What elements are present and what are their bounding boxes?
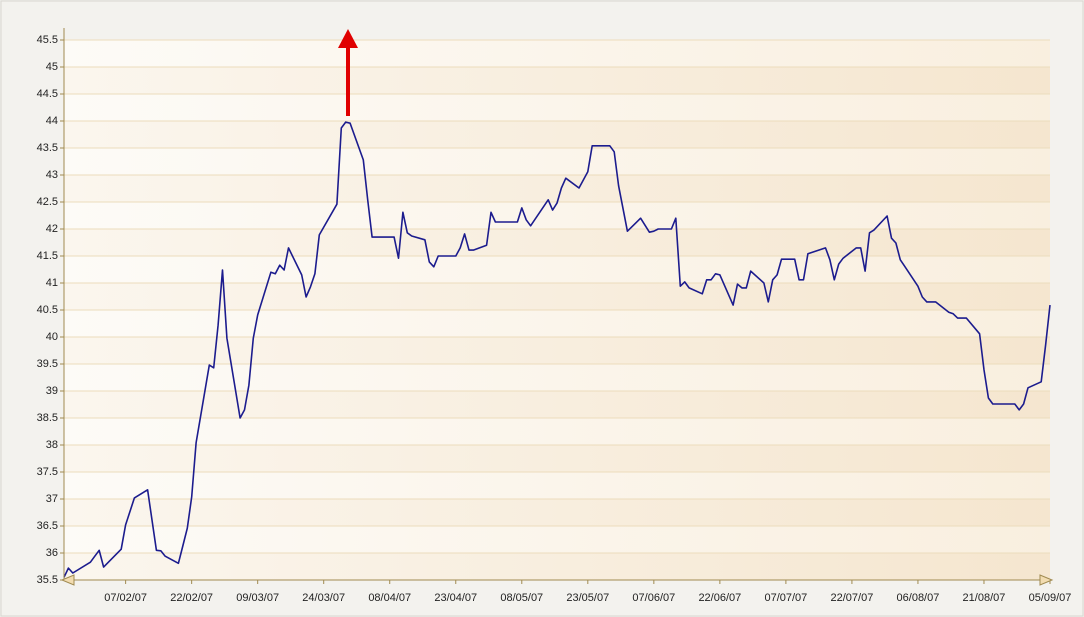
y-tick-label: 41.5 (37, 250, 58, 262)
price-line (63, 121, 1051, 578)
y-tick-label: 36.5 (37, 520, 58, 532)
y-tick-label: 38.5 (37, 412, 58, 424)
plot-band (64, 283, 1050, 310)
y-tick-label: 41 (46, 277, 58, 289)
x-tick-label: 21/08/07 (963, 592, 1006, 604)
plot-band (64, 391, 1050, 418)
plot-band (64, 445, 1050, 472)
x-tick-label: 23/04/07 (434, 592, 477, 604)
y-tick-label: 40 (46, 331, 58, 343)
plot-band (64, 472, 1050, 499)
x-tick-label: 22/02/07 (170, 592, 213, 604)
y-tick-label: 38 (46, 439, 58, 451)
plot-band (64, 67, 1050, 94)
plot-band (64, 40, 1050, 67)
plot-band (64, 94, 1050, 121)
y-tick-label: 44 (46, 115, 58, 127)
plot-band (64, 148, 1050, 175)
plot-band (64, 418, 1050, 445)
plot-band (64, 526, 1050, 553)
plot-band (64, 229, 1050, 256)
plot-band (64, 337, 1050, 364)
y-tick-label: 40.5 (37, 304, 58, 316)
peak-arrow (338, 29, 358, 116)
y-tick-label: 42 (46, 223, 58, 235)
x-tick-label: 22/06/07 (698, 592, 741, 604)
x-tick-label: 08/05/07 (500, 592, 543, 604)
x-tick-label: 05/09/07 (1029, 592, 1072, 604)
y-tick-label: 39.5 (37, 358, 58, 370)
plot-band (64, 553, 1050, 580)
axis-arrow-left (60, 574, 75, 586)
x-tick-label: 09/03/07 (236, 592, 279, 604)
x-tick-label: 07/06/07 (632, 592, 675, 604)
y-tick-label: 39 (46, 385, 58, 397)
y-tick-label: 37 (46, 493, 58, 505)
y-tick-label: 44.5 (37, 88, 58, 100)
y-tick-label: 37.5 (37, 466, 58, 478)
y-tick-label: 36 (46, 547, 58, 559)
plot-band (64, 364, 1050, 391)
plot-band (64, 499, 1050, 526)
y-tick-label: 35.5 (37, 574, 58, 586)
plot-band (64, 121, 1050, 148)
x-tick-label: 24/03/07 (302, 592, 345, 604)
x-tick-label: 07/02/07 (104, 592, 147, 604)
y-tick-label: 45 (46, 61, 58, 73)
x-tick-label: 23/05/07 (566, 592, 609, 604)
plot-band (64, 175, 1050, 202)
plot-band (64, 256, 1050, 283)
x-tick-label: 08/04/07 (368, 592, 411, 604)
x-tick-label: 22/07/07 (831, 592, 874, 604)
x-tick-label: 06/08/07 (897, 592, 940, 604)
y-tick-label: 43.5 (37, 142, 58, 154)
plot-band (64, 310, 1050, 337)
y-tick-label: 42.5 (37, 196, 58, 208)
y-tick-label: 43 (46, 169, 58, 181)
plot-band (64, 202, 1050, 229)
axis-arrow-right (1039, 574, 1054, 586)
y-tick-label: 45.5 (37, 34, 58, 46)
x-tick-label: 07/07/07 (764, 592, 807, 604)
